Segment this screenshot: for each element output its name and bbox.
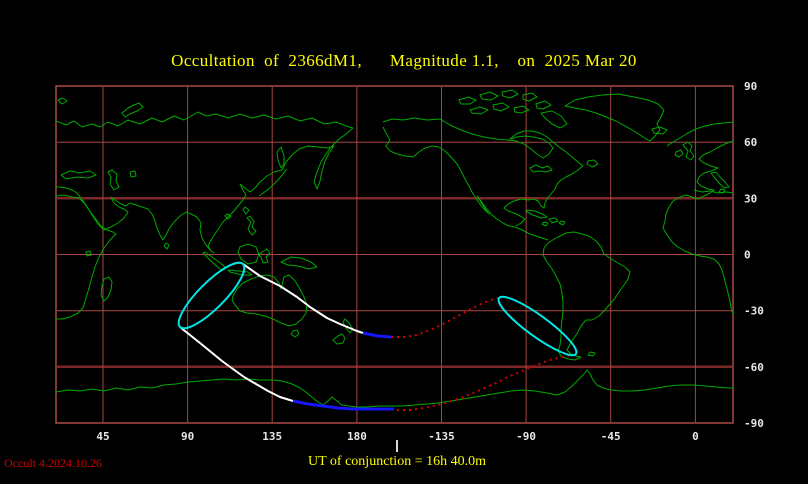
island-newfoundland: [586, 159, 599, 168]
rise-set-loop-east-path: [497, 295, 578, 357]
island-taiwan: [242, 206, 250, 215]
island-jamaica: [541, 221, 549, 227]
coastline-east-asia: [185, 169, 283, 254]
lon-label: 135: [262, 430, 282, 443]
island-baffin: [540, 110, 568, 129]
lon-label: 90: [181, 430, 194, 443]
app-version: Occult 4.2024.10.26: [4, 456, 102, 470]
island-hispaniola: [548, 217, 559, 224]
lon-label: 45: [96, 430, 109, 443]
coastline-france-iberia: [696, 140, 733, 200]
map-frame: [55, 85, 734, 424]
coastline-norway: [666, 121, 733, 147]
rise-set-loop-west-path: [177, 261, 246, 330]
island-tasmania: [290, 329, 300, 338]
island-arctic-3: [501, 89, 519, 99]
island-britain: [682, 141, 695, 161]
island-puerto-rico: [558, 220, 566, 226]
lat-label: -90: [744, 417, 764, 430]
coastline-india-arabia: [56, 186, 187, 241]
lat-label: -30: [744, 305, 764, 318]
map-grid: [55, 85, 734, 424]
island-nz-north: [342, 318, 354, 334]
lat-label: 0: [744, 249, 751, 262]
coastline-na-north-east: [382, 117, 584, 227]
lon-label: -135: [428, 430, 455, 443]
sea-aral: [129, 170, 137, 178]
island-madagascar: [100, 276, 113, 302]
island-arctic-1: [458, 96, 477, 105]
island-nz-south: [332, 333, 346, 345]
island-sakhalin: [276, 146, 285, 169]
lat-label: 60: [744, 136, 757, 149]
lower-limit-twilight-path: [292, 399, 394, 411]
lat-label: 90: [744, 80, 757, 93]
island-philippines: [246, 215, 257, 236]
coastline-australia: [231, 274, 308, 327]
island-svalbard: [57, 97, 68, 105]
occultation-paths: [177, 261, 578, 411]
island-cuba: [526, 209, 548, 219]
island-arctic-8: [535, 100, 552, 110]
sea-caspian: [107, 169, 120, 191]
upper-limit-twilight-path: [362, 331, 392, 339]
lower-limit-daylight-path: [397, 354, 572, 411]
island-new-guinea: [280, 256, 318, 270]
coastline-eurasia-north: [56, 111, 354, 129]
island-ireland: [674, 149, 684, 158]
island-arctic-6: [492, 102, 510, 112]
island-sicily: [718, 188, 726, 194]
coastline-antarctica: [56, 369, 733, 408]
island-falklands: [587, 351, 596, 357]
coastline-kamchatka-okhotsk: [281, 127, 354, 190]
lakes-great: [529, 164, 553, 173]
coastline-south-america: [542, 231, 631, 361]
upper-limit-night-path: [242, 263, 364, 334]
coastline-africa-west: [662, 194, 733, 315]
island-iceland: [651, 126, 668, 135]
lat-label: -60: [744, 361, 764, 374]
peninsula-italy: [710, 171, 730, 189]
lower-limit-night-path: [180, 327, 294, 402]
upper-limit-daylight-path: [391, 297, 499, 338]
island-greenland: [564, 93, 665, 142]
island-arctic-7: [513, 105, 530, 114]
island-borneo: [237, 243, 260, 265]
coastlines: [56, 89, 733, 408]
lon-label: -90: [516, 430, 536, 443]
plot-title: Occultation of 2366dM1, Magnitude 1.1, o…: [171, 51, 637, 70]
lake-victoria: [85, 250, 92, 257]
lon-label: 0: [692, 430, 699, 443]
island-java: [227, 269, 253, 276]
lon-label: 180: [347, 430, 367, 443]
conjunction-label: UT of conjunction = 16h 40.0m: [308, 454, 486, 469]
coastline-alaska-na-west: [382, 126, 549, 241]
island-arctic-5: [469, 106, 489, 115]
island-sri-lanka: [163, 242, 170, 250]
coastline-north-africa: [693, 189, 733, 194]
sea-black: [60, 170, 97, 180]
island-hainan: [224, 213, 232, 220]
island-japan: [258, 168, 288, 197]
island-arctic-2: [479, 91, 499, 101]
lon-label: -45: [601, 430, 621, 443]
island-novaya-zemlya: [121, 102, 144, 118]
lat-label: 30: [744, 192, 757, 205]
island-arctic-4: [522, 92, 538, 102]
axis-labels: 45 90 135 180 -135 -90 -45 0 90 60 30 0 -30 -60 -90: [96, 80, 764, 452]
coastline-africa-east: [56, 194, 117, 320]
island-sulawesi: [258, 248, 271, 264]
